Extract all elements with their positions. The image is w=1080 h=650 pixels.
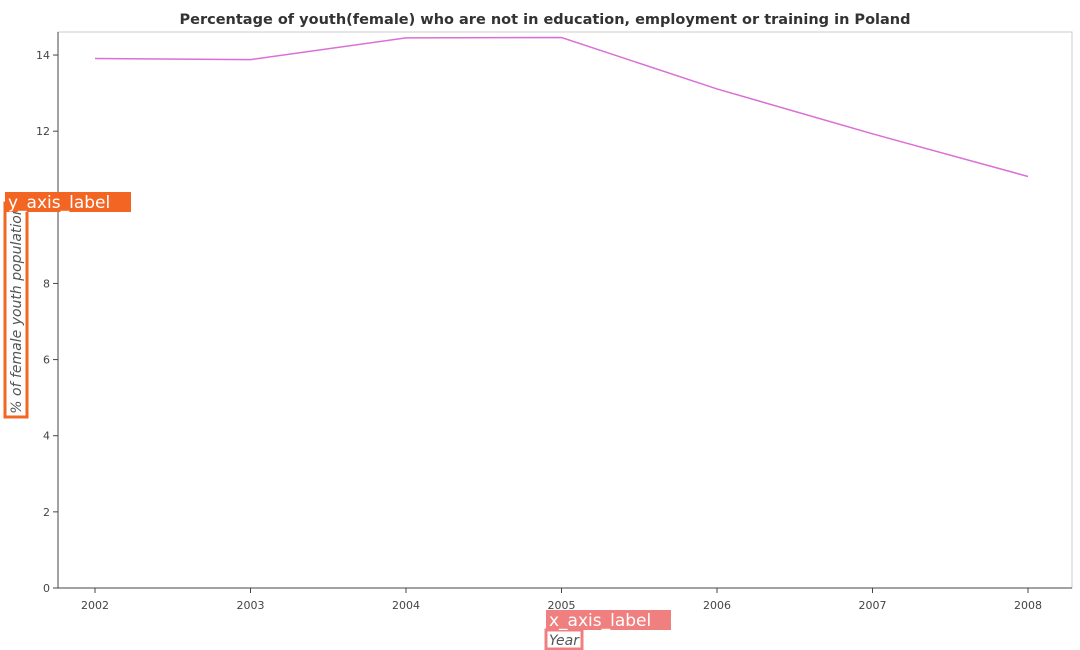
y-tick-label: 6 bbox=[43, 354, 50, 367]
y-axis-badge-label: y_axis_label bbox=[8, 193, 110, 213]
y-tick-label: 12 bbox=[36, 125, 50, 138]
x-axis-title: Year bbox=[549, 633, 580, 649]
y-tick-label: 14 bbox=[36, 49, 50, 62]
x-tick-label: 2003 bbox=[237, 599, 265, 612]
plot-frame bbox=[57, 31, 1073, 589]
y-axis-title-group: % of female youth population bbox=[3, 201, 29, 419]
y-tick-label: 4 bbox=[43, 430, 50, 443]
x-tick-label: 2002 bbox=[81, 599, 109, 612]
y-axis-title: % of female youth population bbox=[9, 206, 25, 413]
x-tick-label: 2004 bbox=[392, 599, 420, 612]
x-tick-label: 2006 bbox=[703, 599, 731, 612]
x-tick-label: 2008 bbox=[1014, 599, 1042, 612]
x-axis-badge-label: x_axis_label bbox=[549, 611, 651, 631]
chart-title: Percentage of youth(female) who are not … bbox=[180, 12, 911, 28]
x-tick-label: 2005 bbox=[548, 599, 576, 612]
series-line bbox=[94, 36, 1029, 178]
y-axis-ticks: 02468101214 bbox=[36, 49, 58, 595]
data-series bbox=[94, 36, 1029, 178]
x-axis-badge bbox=[546, 610, 671, 630]
y-tick-label: 2 bbox=[43, 506, 50, 519]
x-axis-ticks: 2002 2003 2004 2005 2006 2007 2008 bbox=[81, 588, 1042, 612]
y-axis-badge bbox=[5, 192, 131, 212]
y-tick-label: 8 bbox=[43, 277, 50, 290]
x-tick-label: 2007 bbox=[859, 599, 887, 612]
y-tick-label: 0 bbox=[43, 582, 50, 595]
